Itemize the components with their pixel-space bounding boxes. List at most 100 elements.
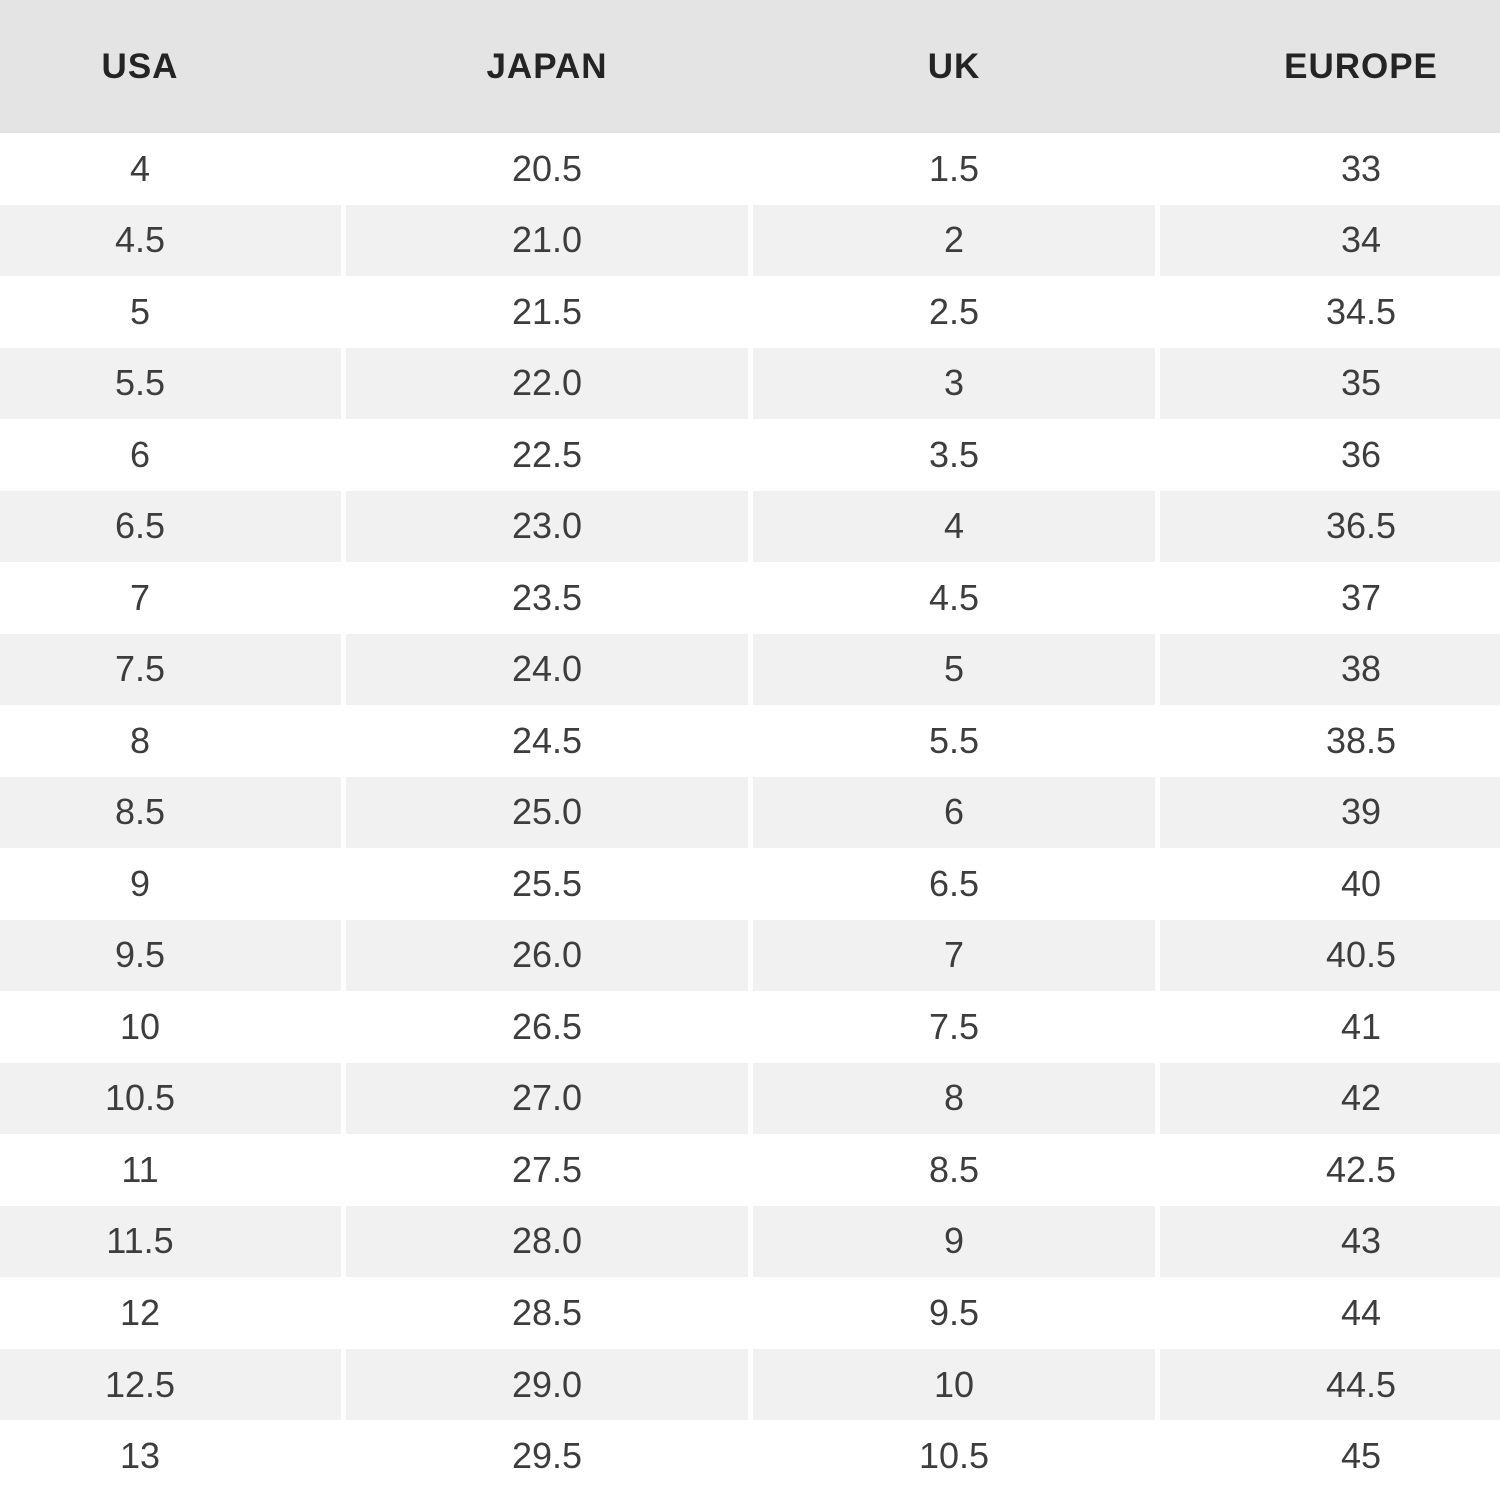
table-cell-uk: 6.5 [753,848,1155,920]
table-row: 12.5 29.0 10 44.5 [0,1348,1500,1421]
table-row: 9 25.5 6.5 40 [0,848,1500,920]
table-cell-japan: 27.5 [346,1134,748,1206]
table-cell-usa: 8.5 [0,776,341,849]
table-cell-europe: 38.5 [1160,705,1500,777]
table-cell-usa: 8 [0,705,341,777]
table-cell-europe: 38 [1160,633,1500,706]
table-cell-usa: 13 [0,1420,341,1492]
table-cell-usa: 11.5 [0,1205,341,1278]
table-cell-japan: 21.0 [346,204,748,277]
table-cell-japan: 29.0 [346,1348,748,1421]
table-cell-europe: 36.5 [1160,490,1500,563]
table-cell-europe: 36 [1160,419,1500,491]
table-row: 10 26.5 7.5 41 [0,991,1500,1063]
table-cell-japan: 29.5 [346,1420,748,1492]
table-row: 5.5 22.0 3 35 [0,347,1500,420]
table-cell-uk: 5 [753,633,1155,706]
table-row: 7 23.5 4.5 37 [0,562,1500,634]
table-cell-japan: 22.0 [346,347,748,420]
table-cell-uk: 4.5 [753,562,1155,634]
table-cell-europe: 34 [1160,204,1500,277]
table-cell-japan: 23.5 [346,562,748,634]
table-cell-uk: 8.5 [753,1134,1155,1206]
table-cell-uk: 5.5 [753,705,1155,777]
table-row: 8 24.5 5.5 38.5 [0,705,1500,777]
table-cell-japan: 20.5 [346,133,748,205]
table-cell-europe: 44 [1160,1277,1500,1349]
table-cell-usa: 11 [0,1134,341,1206]
table-cell-europe: 42.5 [1160,1134,1500,1206]
table-cell-usa: 9 [0,848,341,920]
table-cell-uk: 1.5 [753,133,1155,205]
table-cell-japan: 24.0 [346,633,748,706]
table-cell-europe: 42 [1160,1062,1500,1135]
table-cell-usa: 12 [0,1277,341,1349]
table-cell-uk: 2.5 [753,276,1155,348]
table-cell-japan: 25.0 [346,776,748,849]
column-header-europe: EUROPE [1284,46,1438,86]
table-cell-europe: 40 [1160,848,1500,920]
table-cell-japan: 27.0 [346,1062,748,1135]
table-cell-europe: 35 [1160,347,1500,420]
table-cell-europe: 34.5 [1160,276,1500,348]
table-cell-japan: 21.5 [346,276,748,348]
table-row: 4 20.5 1.5 33 [0,133,1500,205]
table-cell-usa: 12.5 [0,1348,341,1421]
table-header-row: USA JAPAN UK EUROPE [0,0,1500,133]
table-cell-japan: 26.0 [346,919,748,992]
table-row: 11 27.5 8.5 42.5 [0,1134,1500,1206]
table-cell-japan: 24.5 [346,705,748,777]
table-cell-uk: 2 [753,204,1155,277]
table-cell-japan: 23.0 [346,490,748,563]
table-cell-usa: 10 [0,991,341,1063]
table-cell-europe: 37 [1160,562,1500,634]
table-row: 4.5 21.0 2 34 [0,204,1500,277]
table-row: 6 22.5 3.5 36 [0,419,1500,491]
table-cell-europe: 44.5 [1160,1348,1500,1421]
table-cell-uk: 6 [753,776,1155,849]
table-cell-japan: 22.5 [346,419,748,491]
table-row: 13 29.5 10.5 45 [0,1420,1500,1492]
table-row: 8.5 25.0 6 39 [0,776,1500,849]
table-row: 10.5 27.0 8 42 [0,1062,1500,1135]
column-header-uk: UK [927,46,981,86]
table-cell-europe: 41 [1160,991,1500,1063]
table-row: 11.5 28.0 9 43 [0,1205,1500,1278]
column-header-usa: USA [101,46,179,86]
table-row: 5 21.5 2.5 34.5 [0,276,1500,348]
table-cell-usa: 7.5 [0,633,341,706]
table-cell-usa: 6 [0,419,341,491]
table-cell-usa: 4 [0,133,341,205]
table-cell-uk: 10.5 [753,1420,1155,1492]
table-cell-usa: 7 [0,562,341,634]
table-cell-uk: 3.5 [753,419,1155,491]
table-cell-uk: 7 [753,919,1155,992]
table-cell-usa: 10.5 [0,1062,341,1135]
table-cell-uk: 8 [753,1062,1155,1135]
table-cell-uk: 7.5 [753,991,1155,1063]
table-cell-europe: 43 [1160,1205,1500,1278]
table-body: 4 20.5 1.5 33 4.5 21.0 2 34 5 21.5 2.5 34.5 5.5 22.0 3… [0,133,1500,1492]
table-cell-usa: 5 [0,276,341,348]
table-cell-japan: 26.5 [346,991,748,1063]
table-cell-uk: 9.5 [753,1277,1155,1349]
table-cell-europe: 45 [1160,1420,1500,1492]
table-cell-uk: 10 [753,1348,1155,1421]
table-cell-europe: 40.5 [1160,919,1500,992]
table-cell-uk: 9 [753,1205,1155,1278]
table-cell-europe: 39 [1160,776,1500,849]
table-cell-usa: 9.5 [0,919,341,992]
table-row: 12 28.5 9.5 44 [0,1277,1500,1349]
table-row: 6.5 23.0 4 36.5 [0,490,1500,563]
column-header-japan: JAPAN [486,46,608,86]
table-cell-uk: 3 [753,347,1155,420]
table-cell-japan: 28.0 [346,1205,748,1278]
table-row: 7.5 24.0 5 38 [0,633,1500,706]
table-cell-usa: 6.5 [0,490,341,563]
table-cell-usa: 5.5 [0,347,341,420]
table-cell-japan: 25.5 [346,848,748,920]
table-cell-usa: 4.5 [0,204,341,277]
table-cell-europe: 33 [1160,133,1500,205]
